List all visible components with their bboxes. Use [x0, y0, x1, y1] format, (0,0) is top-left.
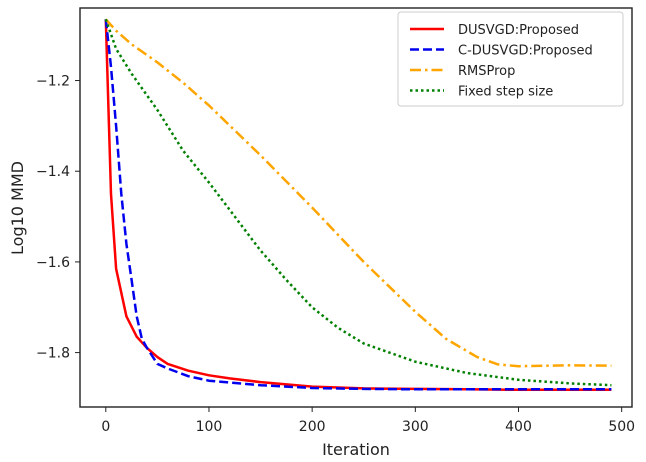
legend-label-1: DUSVGD:Proposed	[458, 23, 579, 38]
legend-label-2: C-DUSVGD:Proposed	[458, 44, 593, 59]
x-tick-label: 200	[299, 419, 326, 435]
legend-label-4: Fixed step size	[458, 85, 553, 100]
y-axis: −1.2 −1.4 −1.6 −1.8	[36, 74, 80, 362]
series-line-4	[104, 18, 612, 387]
y-tick-label: −1.8	[36, 346, 70, 362]
y-tick-label: −1.4	[36, 164, 70, 180]
legend-box	[397, 11, 624, 107]
y-tick-label: −1.2	[36, 74, 70, 90]
x-tick-label: 0	[101, 419, 110, 435]
plot-frame	[79, 7, 633, 408]
legend-label-3: RMSProp	[458, 64, 515, 79]
y-axis-label: Log10 MMD	[8, 161, 27, 255]
x-tick-label: 400	[505, 419, 532, 435]
x-tick-label: 300	[402, 419, 429, 435]
series-line-3	[104, 18, 612, 368]
series-layer	[104, 18, 612, 392]
x-axis: 0 100 200 300 400 500	[101, 407, 635, 435]
x-axis-label: Iteration	[322, 440, 390, 459]
y-tick-label: −1.6	[36, 255, 70, 271]
legend: DUSVGD:Proposed C-DUSVGD:Proposed RMSProp F…	[397, 11, 624, 107]
series-line-2	[104, 19, 612, 391]
x-tick-label: 500	[608, 419, 635, 435]
x-tick-label: 100	[196, 419, 223, 435]
